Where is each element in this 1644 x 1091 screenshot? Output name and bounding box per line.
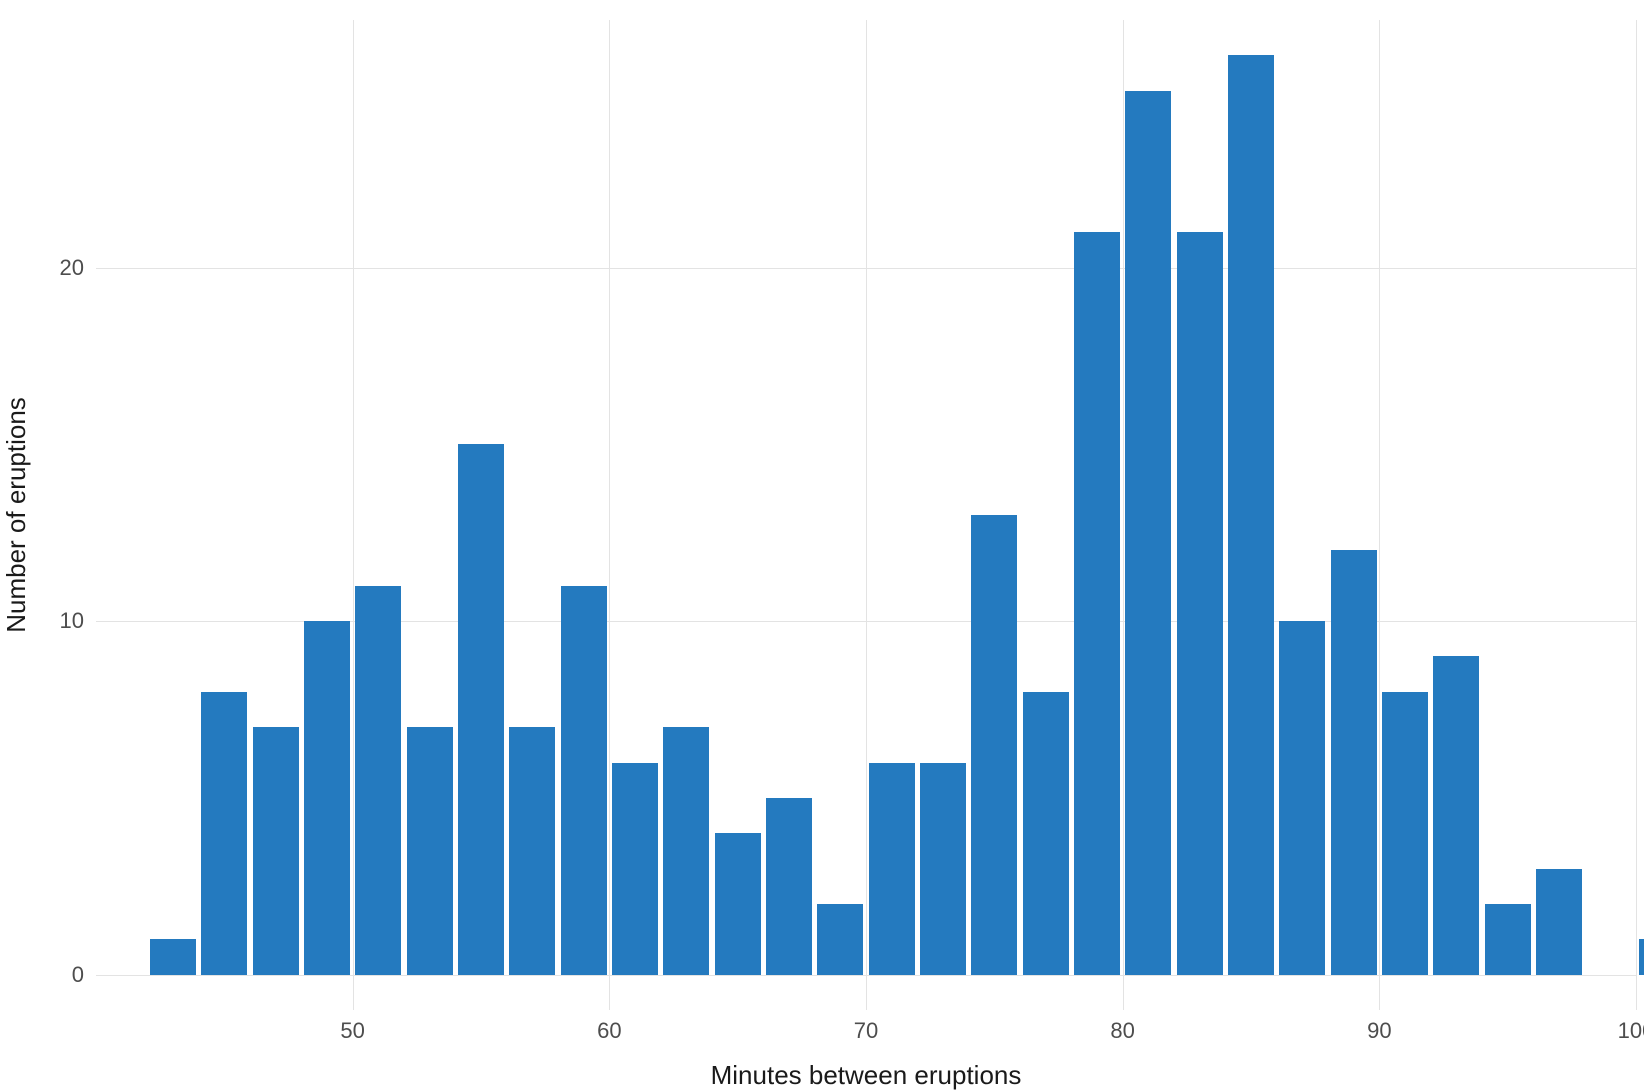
histogram-bar — [201, 692, 247, 975]
histogram-bar — [1074, 232, 1120, 975]
histogram-bar — [1228, 55, 1274, 974]
histogram-bar — [458, 444, 504, 974]
histogram-bar — [150, 939, 196, 974]
histogram-bar — [663, 727, 709, 975]
y-axis-title: Number of eruptions — [1, 397, 32, 633]
grid-line-vertical — [866, 20, 867, 1010]
grid-line-vertical — [353, 20, 354, 1010]
histogram-bar — [253, 727, 299, 975]
y-tick-label: 20 — [60, 255, 84, 281]
histogram-bar — [509, 727, 555, 975]
histogram-bar — [715, 833, 761, 974]
x-axis-title: Minutes between eruptions — [711, 1060, 1022, 1091]
histogram-bar — [920, 763, 966, 975]
histogram-bar — [1023, 692, 1069, 975]
histogram-bar — [971, 515, 1017, 975]
x-tick-label: 60 — [597, 1018, 621, 1044]
histogram-bar — [612, 763, 658, 975]
histogram-bar — [561, 586, 607, 975]
grid-line-vertical — [1379, 20, 1380, 1010]
histogram-bar — [1177, 232, 1223, 975]
histogram-bar — [1331, 550, 1377, 974]
x-tick-label: 70 — [854, 1018, 878, 1044]
grid-line-horizontal — [96, 975, 1636, 976]
histogram-bar — [407, 727, 453, 975]
y-tick-label: 10 — [60, 608, 84, 634]
histogram-bar — [869, 763, 915, 975]
plot-area: Minutes between eruptions Number of erup… — [96, 20, 1636, 1010]
y-tick-label: 0 — [72, 962, 84, 988]
x-tick-label: 80 — [1110, 1018, 1134, 1044]
histogram-bar — [1433, 656, 1479, 974]
histogram-chart: Minutes between eruptions Number of erup… — [0, 0, 1644, 1086]
histogram-bar — [304, 621, 350, 975]
grid-line-vertical — [1123, 20, 1124, 1010]
histogram-bar — [766, 798, 812, 975]
histogram-bar — [817, 904, 863, 975]
x-tick-label: 50 — [340, 1018, 364, 1044]
histogram-bar — [1382, 692, 1428, 975]
histogram-bar — [1279, 621, 1325, 975]
grid-line-horizontal — [96, 268, 1636, 269]
histogram-bar — [1485, 904, 1531, 975]
histogram-bar — [1125, 91, 1171, 975]
histogram-bar — [1639, 939, 1644, 974]
histogram-bar — [1536, 869, 1582, 975]
x-tick-label: 90 — [1367, 1018, 1391, 1044]
histogram-bar — [355, 586, 401, 975]
grid-line-vertical — [1636, 20, 1637, 1010]
grid-line-vertical — [609, 20, 610, 1010]
x-tick-label: 100 — [1618, 1018, 1644, 1044]
